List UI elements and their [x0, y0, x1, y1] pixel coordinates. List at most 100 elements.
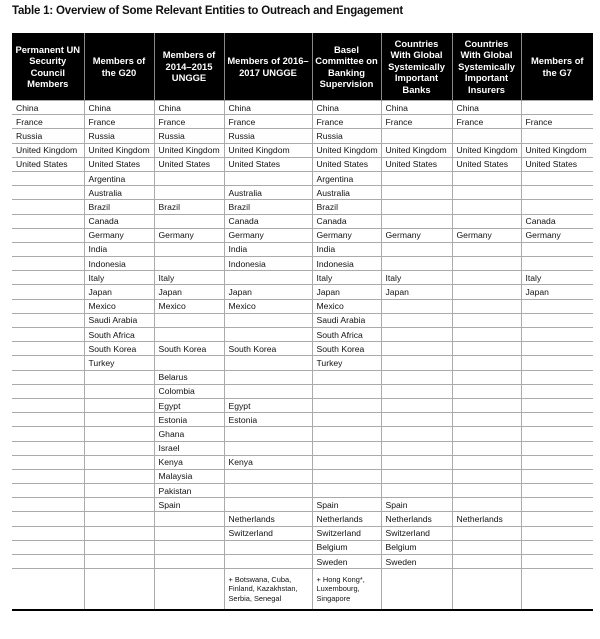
table-row: France France France France France France Fran… [12, 114, 593, 129]
table-cell [83, 553, 154, 569]
table-cell [12, 468, 84, 484]
note-cell [520, 568, 593, 611]
table-cell: Spain [153, 497, 224, 512]
table-cell [451, 539, 521, 555]
table-cell [380, 213, 452, 229]
table-cell [451, 397, 521, 413]
table-cell [12, 383, 84, 399]
table-row: Japan Japan Japan Japan Japan Japan [12, 284, 593, 300]
table-cell: China [153, 99, 224, 115]
table-cell [520, 369, 593, 385]
table-cell: Netherlands [311, 511, 381, 527]
table-cell [223, 483, 312, 498]
table-cell [451, 341, 521, 356]
table-cell [12, 270, 84, 285]
table-cell: United States [311, 156, 381, 172]
note-cell [451, 568, 521, 611]
table-cell [451, 256, 521, 271]
table-cell [12, 241, 84, 257]
table-cell [380, 468, 452, 484]
table-cell [520, 256, 593, 271]
table-cell [311, 454, 381, 470]
table-cell: Australia [83, 185, 154, 200]
table-cell: China [223, 99, 312, 115]
table-cell [520, 511, 593, 527]
table-cell: Malaysia [153, 468, 224, 484]
table-cell [380, 412, 452, 427]
table-cell [12, 199, 84, 214]
table-cell: Germany [311, 227, 381, 243]
table-cell: Mexico [83, 298, 154, 314]
table-cell [451, 525, 521, 541]
table-cell: United Kingdom [380, 142, 452, 158]
table-cell [520, 326, 593, 342]
table-cell [223, 497, 312, 512]
table-cell: Netherlands [451, 511, 521, 527]
table-row: Canada Canada Canada Canada [12, 213, 593, 229]
table-cell: Canada [83, 213, 154, 229]
table-cell [520, 483, 593, 498]
table-row: Egypt Egypt [12, 397, 593, 413]
table-cell [153, 525, 224, 541]
table-cell: Australia [311, 185, 381, 200]
table-cell [380, 440, 452, 456]
table-cell [223, 426, 312, 441]
table-row: United States United States United States U… [12, 156, 593, 172]
table-row: Indonesia Indonesia Indonesia [12, 256, 593, 271]
table-cell [311, 397, 381, 413]
table-cell: Kenya [153, 454, 224, 470]
table-cell [451, 369, 521, 385]
column-header: Members of the G7 [520, 33, 593, 101]
table-cell [223, 170, 312, 186]
table-cell [380, 355, 452, 371]
table-cell: Germany [83, 227, 154, 243]
table-row: Sweden Sweden [12, 553, 593, 569]
table-cell: Japan [223, 284, 312, 300]
table-cell [520, 539, 593, 555]
table-row: Israel [12, 440, 593, 456]
table-cell [12, 525, 84, 541]
table-row: Australia Australia Australia [12, 185, 593, 200]
table-cell [520, 99, 593, 115]
table-cell: Switzerland [380, 525, 452, 541]
table-cell: Japan [311, 284, 381, 300]
table-cell: Saudi Arabia [83, 312, 154, 328]
table-cell [520, 128, 593, 144]
table-cell: Russia [311, 128, 381, 144]
table-cell: Israel [153, 440, 224, 456]
table-cell: Argentina [83, 170, 154, 186]
table-cell: China [380, 99, 452, 115]
table-cell [520, 199, 593, 214]
table-cell [451, 170, 521, 186]
table-row: Mexico Mexico Mexico Mexico [12, 298, 593, 314]
table-cell [380, 326, 452, 342]
table-cell [12, 553, 84, 569]
table-row: South Africa South Africa [12, 326, 593, 342]
table-cell [380, 454, 452, 470]
column-header: Members of 2016–2017 UNGGE [223, 33, 312, 101]
table-cell [520, 553, 593, 569]
table-cell: Mexico [153, 298, 224, 314]
table-row: Spain Spain Spain [12, 497, 593, 512]
table-cell [520, 468, 593, 484]
column-header: Basel Committee on Banking Supervision [311, 33, 381, 101]
table-cell [12, 256, 84, 271]
table-cell [451, 128, 521, 144]
table-cell [451, 241, 521, 257]
table-cell: India [311, 241, 381, 257]
table-cell: China [12, 99, 84, 115]
table-cell [83, 454, 154, 470]
table-cell: Indonesia [83, 256, 154, 271]
note-cell: + Botswana, Cuba, Finland, Kazakhstan, S… [223, 568, 312, 611]
table-cell [380, 170, 452, 186]
table-cell: Spain [380, 497, 452, 512]
table-cell [311, 412, 381, 427]
table-cell [520, 298, 593, 314]
table-cell [311, 426, 381, 441]
table-cell: Germany [153, 227, 224, 243]
table-cell: Canada [223, 213, 312, 229]
table-cell: Germany [223, 227, 312, 243]
table-cell: India [223, 241, 312, 257]
table-cell: France [12, 114, 84, 129]
table-cell: United Kingdom [83, 142, 154, 158]
